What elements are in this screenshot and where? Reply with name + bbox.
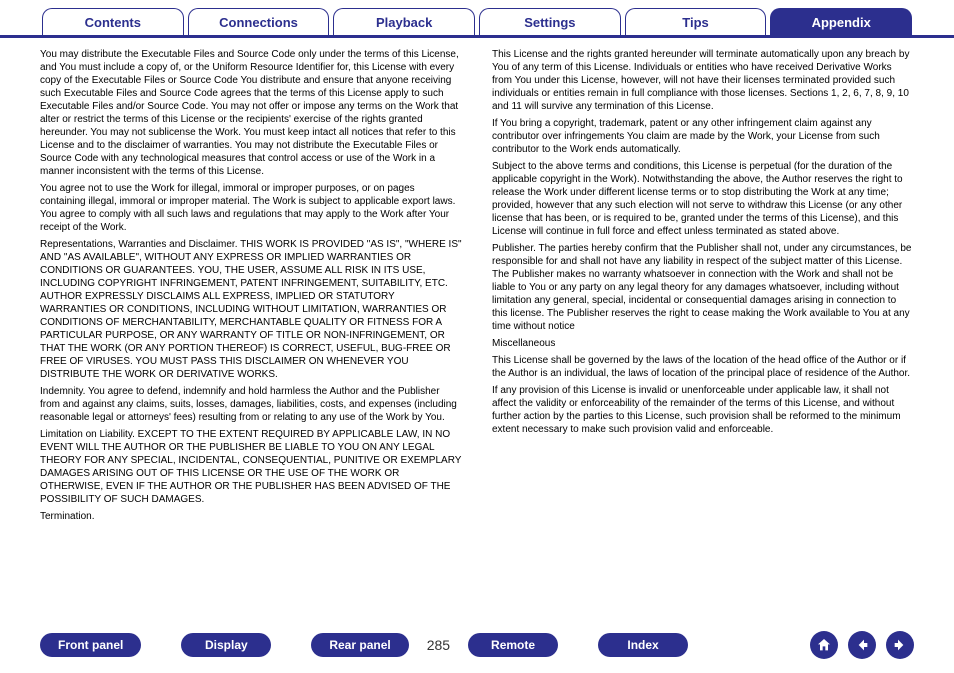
- nav-icons: [810, 631, 914, 659]
- footer-bar: Front panel Display Rear panel 285 Remot…: [0, 631, 954, 659]
- license-para: If You bring a copyright, trademark, pat…: [492, 117, 914, 156]
- remote-button[interactable]: Remote: [468, 633, 558, 657]
- tab-connections[interactable]: Connections: [188, 8, 330, 35]
- index-button[interactable]: Index: [598, 633, 688, 657]
- home-icon[interactable]: [810, 631, 838, 659]
- prev-page-icon[interactable]: [848, 631, 876, 659]
- top-tabs: Contents Connections Playback Settings T…: [0, 0, 954, 38]
- license-para: Indemnity. You agree to defend, indemnif…: [40, 385, 462, 424]
- next-page-icon[interactable]: [886, 631, 914, 659]
- tab-playback[interactable]: Playback: [333, 8, 475, 35]
- license-para: This License shall be governed by the la…: [492, 354, 914, 380]
- rear-panel-button[interactable]: Rear panel: [311, 633, 408, 657]
- license-para: Representations, Warranties and Disclaim…: [40, 238, 462, 381]
- license-para: This License and the rights granted here…: [492, 48, 914, 113]
- license-para: If any provision of this License is inva…: [492, 384, 914, 436]
- license-para: You may distribute the Executable Files …: [40, 48, 462, 178]
- display-button[interactable]: Display: [181, 633, 271, 657]
- left-column: You may distribute the Executable Files …: [40, 48, 462, 527]
- license-para: Miscellaneous: [492, 337, 914, 350]
- tab-settings[interactable]: Settings: [479, 8, 621, 35]
- tab-appendix[interactable]: Appendix: [770, 8, 912, 35]
- tab-tips[interactable]: Tips: [625, 8, 767, 35]
- front-panel-button[interactable]: Front panel: [40, 633, 141, 657]
- content-area: You may distribute the Executable Files …: [0, 38, 954, 527]
- license-para: Limitation on Liability. EXCEPT TO THE E…: [40, 428, 462, 506]
- page-number: 285: [409, 637, 468, 653]
- right-column: This License and the rights granted here…: [492, 48, 914, 527]
- tab-contents[interactable]: Contents: [42, 8, 184, 35]
- license-para: Termination.: [40, 510, 462, 523]
- license-para: You agree not to use the Work for illega…: [40, 182, 462, 234]
- license-para: Subject to the above terms and condition…: [492, 160, 914, 238]
- license-para: Publisher. The parties hereby confirm th…: [492, 242, 914, 333]
